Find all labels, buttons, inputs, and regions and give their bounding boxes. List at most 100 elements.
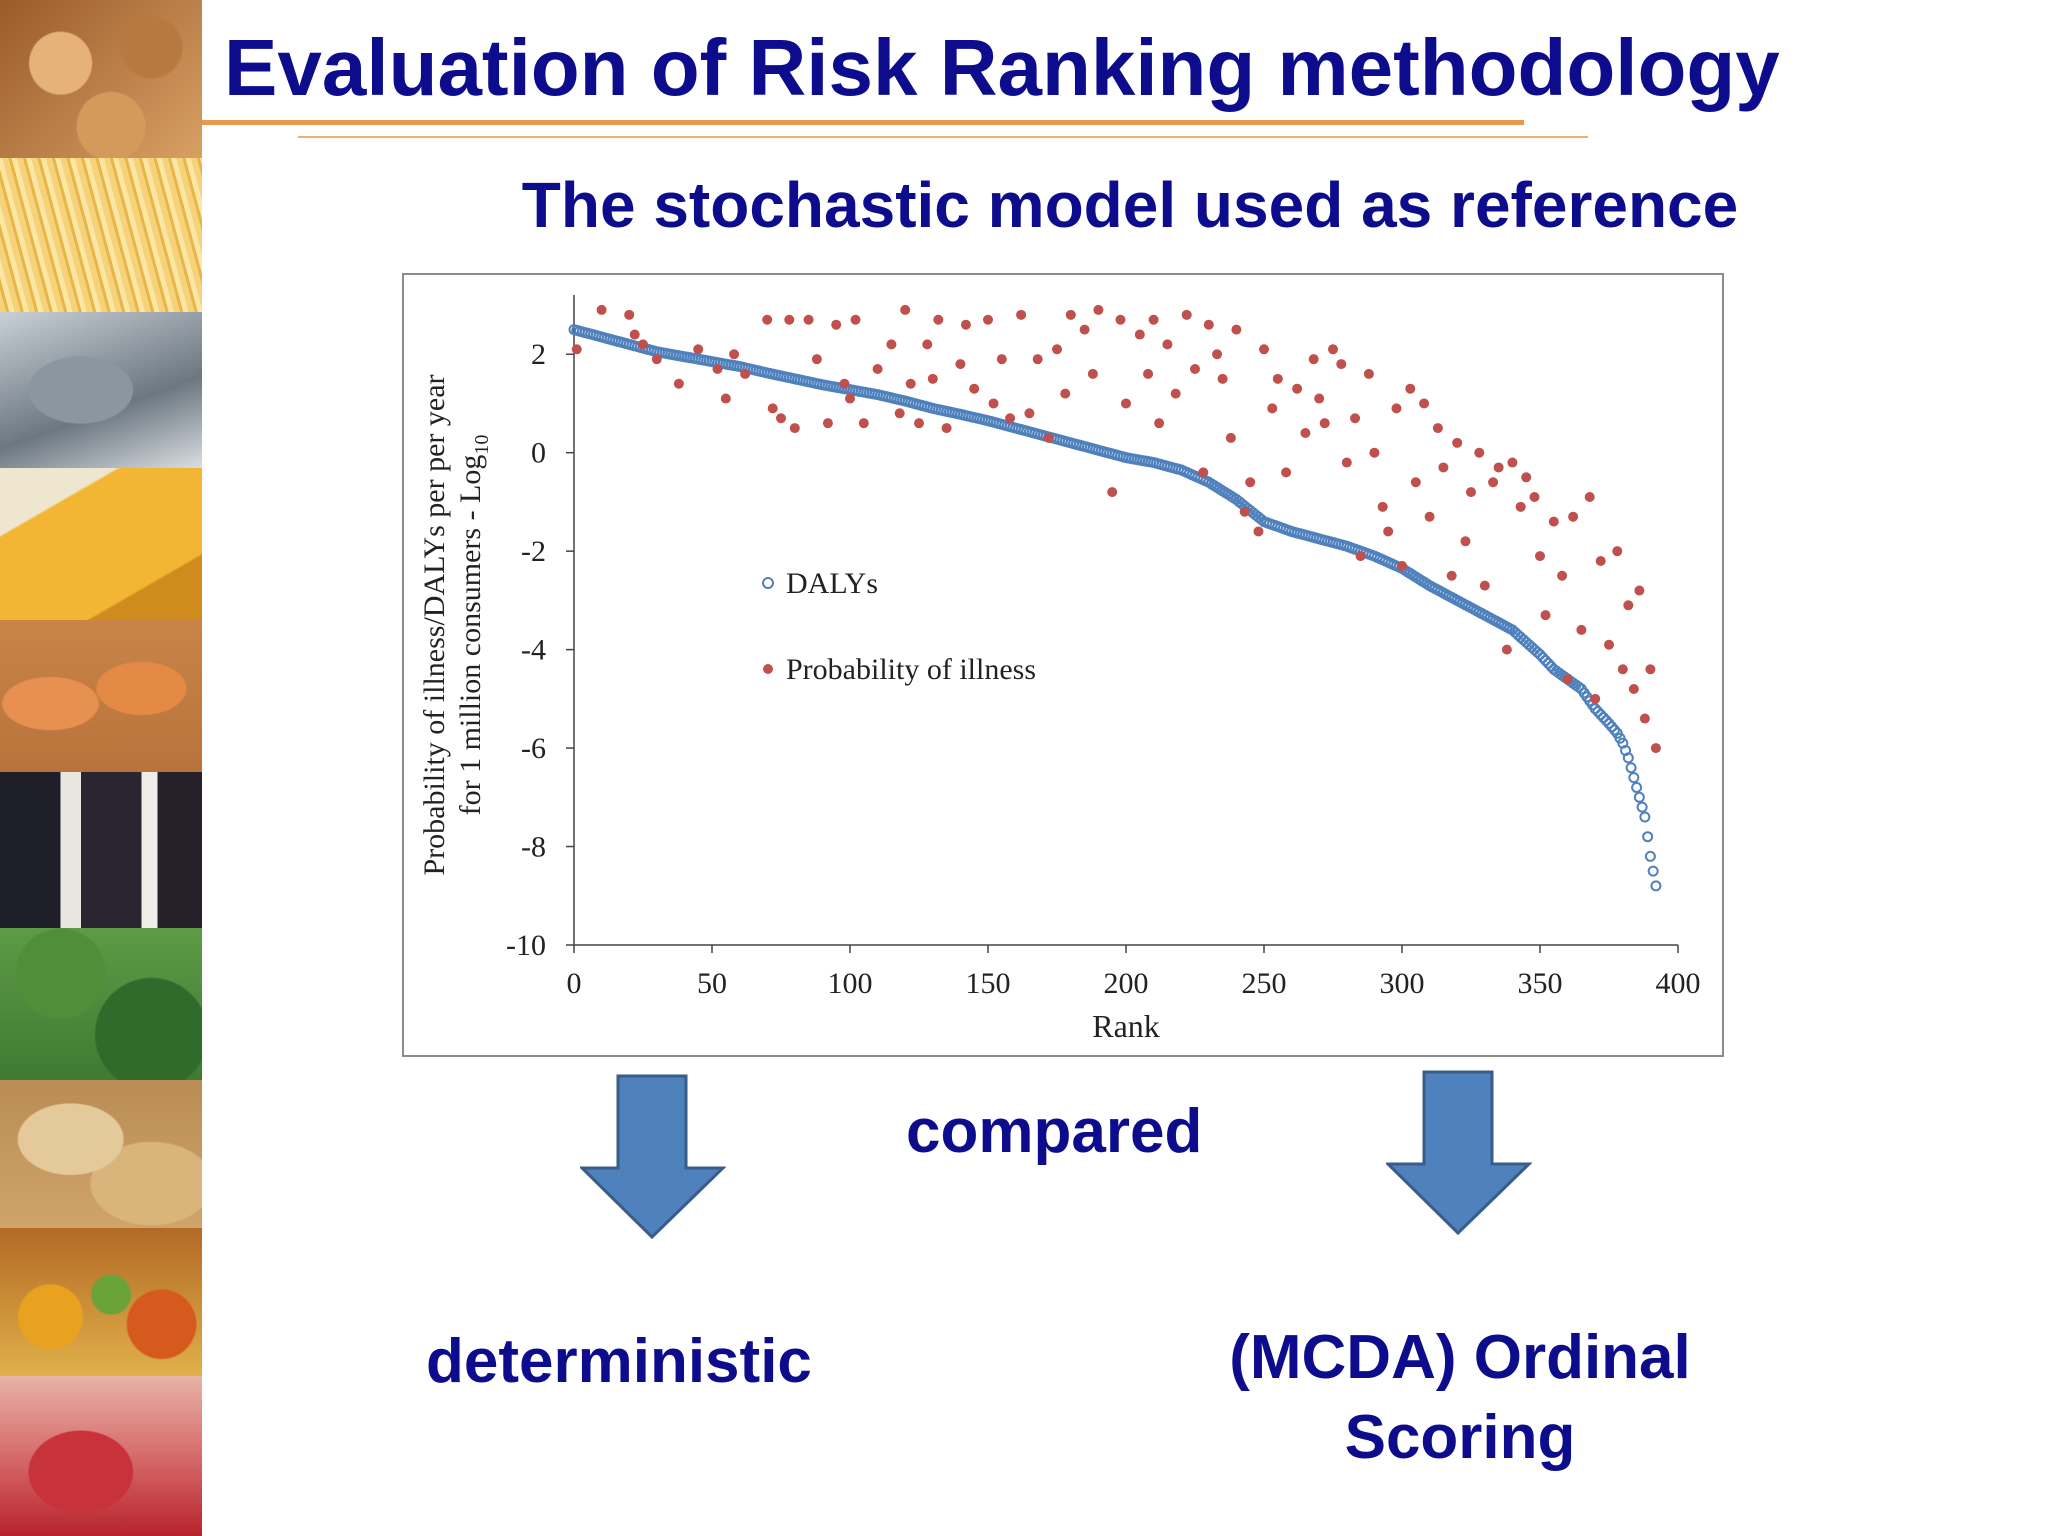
- y-tick-label: 0: [531, 437, 546, 470]
- probability-point: [922, 339, 933, 350]
- slide-subtitle: The stochastic model used as reference: [521, 169, 1739, 241]
- nuts-image: [0, 0, 202, 158]
- probability-point: [1016, 309, 1027, 320]
- probability-point: [762, 314, 773, 325]
- probability-point: [900, 304, 911, 315]
- dalys-point: [1528, 644, 1540, 656]
- probability-point: [1623, 600, 1634, 611]
- probability-point: [1043, 432, 1054, 443]
- probability-point: [850, 314, 861, 325]
- probability-point: [1065, 309, 1076, 320]
- compared-label: compared: [906, 1097, 1203, 1166]
- probability-point: [571, 344, 582, 355]
- probability-point: [1259, 344, 1269, 355]
- probability-point: [1617, 664, 1628, 675]
- probability-point: [1639, 713, 1650, 724]
- dalys-point: [1252, 511, 1264, 523]
- probability-point: [1267, 403, 1278, 414]
- probability-point: [693, 344, 704, 355]
- dalys-point: [1542, 657, 1554, 669]
- x-tick-label: 50: [697, 967, 727, 1000]
- probability-point: [1319, 418, 1330, 429]
- probability-point: [1336, 359, 1347, 370]
- probability-point: [988, 398, 999, 409]
- probability-point: [1024, 408, 1035, 419]
- probability-point: [1272, 373, 1283, 384]
- x-tick-label: 250: [1242, 967, 1287, 1000]
- probability-point: [1154, 418, 1165, 429]
- probability-point: [1479, 580, 1490, 591]
- probability-point: [1363, 368, 1374, 379]
- probability-point: [1604, 639, 1614, 650]
- probability-point: [1535, 551, 1545, 562]
- probability-point: [933, 314, 944, 325]
- probability-point: [1253, 526, 1264, 537]
- dalys-point: [1647, 865, 1659, 877]
- probability-point: [712, 364, 723, 374]
- probability-point: [1383, 526, 1394, 537]
- mcda-ordinal-scoring-label: (MCDA) Ordinal Scoring: [1180, 1318, 1740, 1478]
- probability-point: [1181, 309, 1192, 320]
- fruit-image: [0, 1228, 202, 1376]
- probability-point: [638, 339, 648, 350]
- dalys-point: [1625, 762, 1637, 774]
- probability-point: [1628, 684, 1639, 694]
- probability-point: [1052, 344, 1062, 355]
- probability-point: [905, 378, 916, 389]
- probability-point: [822, 418, 833, 429]
- dalys-point: [1614, 732, 1626, 744]
- dalys-point: [1609, 724, 1621, 736]
- probability-point: [1446, 570, 1457, 581]
- probability-point: [1645, 664, 1656, 675]
- legend-dalys-label: DALYs: [786, 567, 878, 600]
- dalys-point: [1592, 706, 1604, 718]
- dalys-point: [1620, 745, 1632, 757]
- probability-point: [1148, 314, 1159, 325]
- probability-point: [1507, 457, 1518, 468]
- probability-point: [1005, 413, 1016, 424]
- probability-point: [1355, 551, 1366, 562]
- probability-point: [1121, 398, 1131, 409]
- probability-point: [1079, 324, 1090, 335]
- probability-point: [776, 413, 786, 424]
- eggs-image: [0, 620, 202, 772]
- probability-point: [1612, 546, 1623, 557]
- x-tick-label: 200: [1104, 967, 1149, 1000]
- probability-point: [1377, 501, 1388, 512]
- dalys-point: [1644, 850, 1656, 862]
- probability-point: [673, 378, 684, 389]
- probability-point: [1032, 354, 1043, 365]
- probability-point: [1308, 354, 1319, 365]
- probability-point: [1198, 467, 1209, 478]
- x-tick-label: 100: [828, 967, 873, 1000]
- down-arrow-right-icon: [1386, 1070, 1532, 1236]
- probability-point: [1231, 324, 1242, 335]
- probability-point: [740, 368, 751, 379]
- dalys-point: [1573, 681, 1585, 693]
- probability-point: [1350, 413, 1361, 424]
- bread-image: [0, 1080, 202, 1228]
- probability-point: [941, 423, 952, 434]
- probability-point: [651, 354, 662, 365]
- probability-point: [839, 378, 850, 389]
- probability-point: [1576, 624, 1587, 635]
- probability-point: [803, 314, 814, 325]
- probability-point: [845, 393, 855, 404]
- title-underline-thin: [298, 136, 1588, 138]
- dalys-point: [1628, 772, 1640, 784]
- probability-point: [1557, 570, 1568, 581]
- probability-point: [1397, 560, 1407, 571]
- probability-point: [1162, 339, 1173, 350]
- probability-point: [894, 408, 905, 419]
- y-axis-label-subscript: 10: [471, 435, 493, 455]
- probability-point: [1328, 344, 1338, 355]
- probability-point: [1314, 393, 1325, 404]
- y-axis-label-line1: Probability of illness/DALYs per per yea…: [418, 374, 451, 875]
- probability-point: [969, 383, 980, 394]
- dalys-point: [1531, 646, 1543, 658]
- probability-point: [729, 349, 740, 360]
- probability-point: [1134, 329, 1145, 340]
- probability-point: [872, 364, 883, 374]
- y-tick-label: -6: [521, 732, 546, 765]
- probability-point: [1060, 388, 1071, 399]
